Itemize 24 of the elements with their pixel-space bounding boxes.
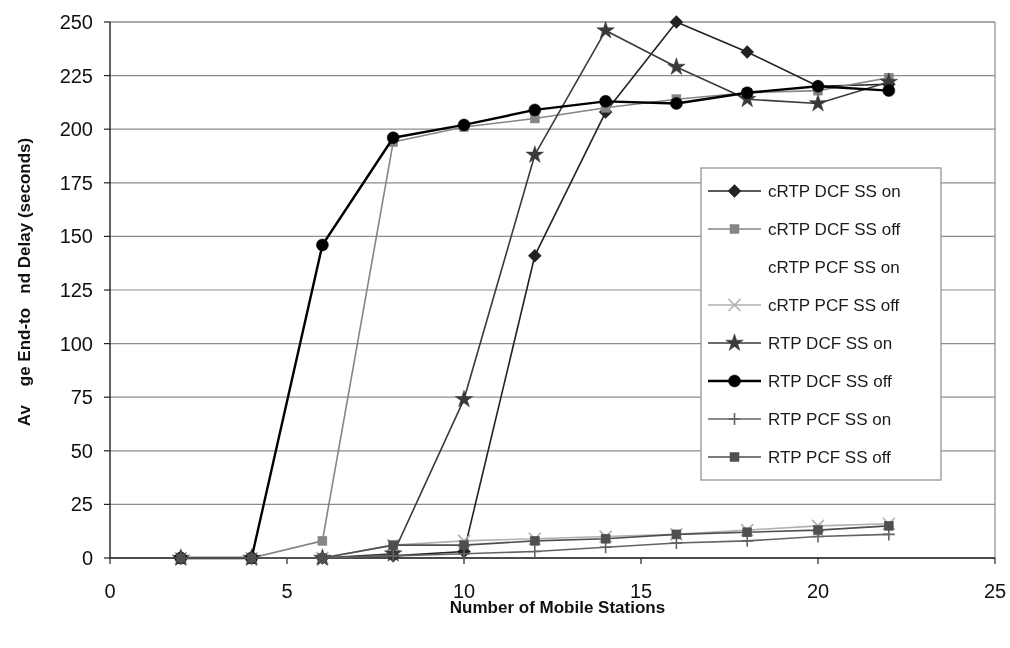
- y-tick-label: 225: [59, 64, 93, 87]
- legend-label: RTP DCF SS on: [768, 333, 893, 353]
- y-tick-label: 50: [70, 439, 93, 462]
- x-tick-label: 5: [281, 580, 293, 602]
- y-tick-label: 175: [59, 171, 93, 194]
- y-axis-title: Av ge End-to nd Delay (seconds): [14, 137, 34, 427]
- y-tick-label: 200: [59, 118, 93, 141]
- y-tick-label: 0: [81, 547, 93, 569]
- x-tick-label: 20: [806, 580, 830, 602]
- y-tick-label: 100: [59, 332, 93, 355]
- legend-label: RTP PCF SS on: [768, 409, 892, 429]
- x-tick-label: 25: [983, 580, 1007, 602]
- legend-label: cRTP DCF SS off: [768, 219, 901, 239]
- y-tick-label: 250: [59, 11, 93, 33]
- y-tick-label: 25: [70, 493, 93, 516]
- y-tick-label: 75: [70, 386, 93, 409]
- legend-label: cRTP PCF SS off: [768, 295, 900, 315]
- legend-label: RTP DCF SS off: [768, 371, 893, 391]
- x-tick-label: 0: [104, 580, 116, 602]
- legend-label: cRTP DCF SS on: [768, 181, 901, 201]
- text: cRTP PCF SS on: [768, 257, 900, 277]
- y-tick-label: 125: [59, 279, 93, 301]
- y-tick-label: 150: [59, 225, 93, 248]
- legend-label: RTP PCF SS off: [768, 447, 892, 467]
